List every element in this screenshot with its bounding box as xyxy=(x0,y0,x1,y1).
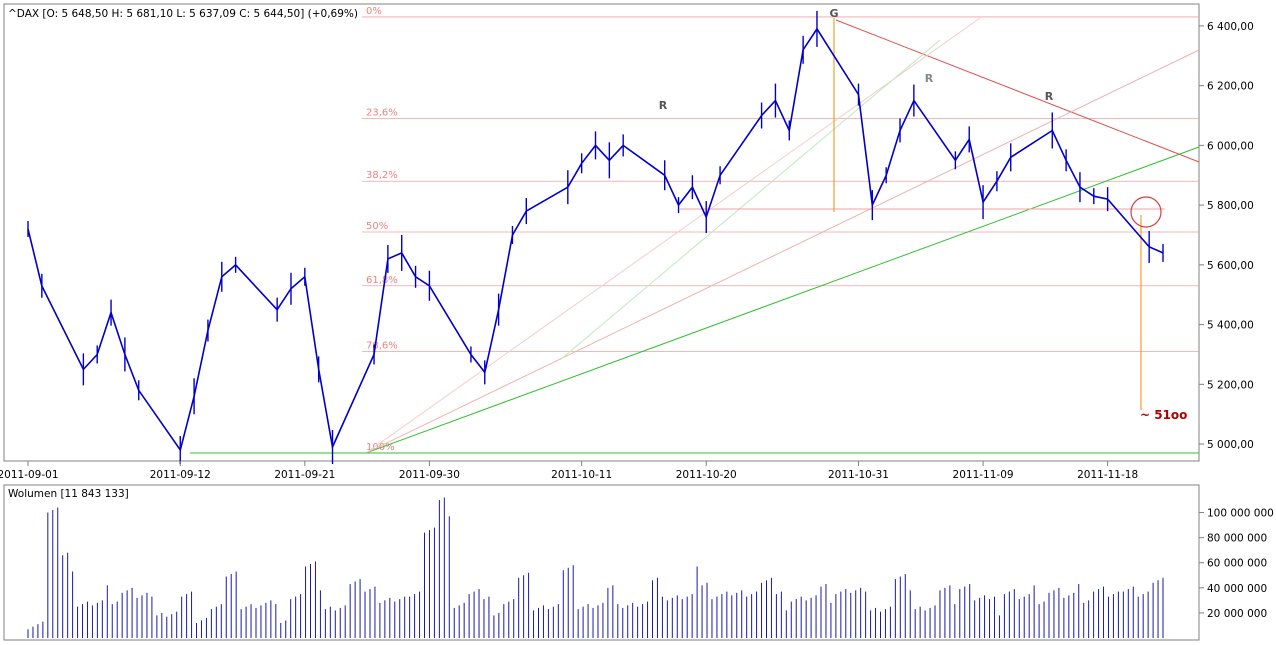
support-trendline xyxy=(365,146,1200,454)
support-fan-line-3 xyxy=(559,39,941,361)
peak-label-g: G xyxy=(829,7,838,20)
resistance-label-1: R xyxy=(659,99,668,112)
volume-axis: 20 000 000 40 000 000 60 000 000 80 000 000… xyxy=(1199,508,1274,620)
time-axis-label: 2011-09-21 xyxy=(274,469,335,481)
price-axis-label: 5 600,00 xyxy=(1207,260,1254,272)
resistance-trendline xyxy=(835,19,1200,163)
volume-series xyxy=(27,497,1164,638)
support-fan-line-2 xyxy=(365,17,981,454)
volume-axis-label: 100 000 000 xyxy=(1207,508,1274,520)
price-axis-label: 5 800,00 xyxy=(1207,200,1254,212)
volume-axis-label: 20 000 000 xyxy=(1207,608,1267,620)
time-axis-label: 2011-11-18 xyxy=(1077,469,1138,481)
price-axis-label: 5 200,00 xyxy=(1207,379,1254,391)
fib-level-label: 50% xyxy=(366,221,388,232)
support-fan-line-1 xyxy=(365,49,1200,454)
price-axis-label: 6 000,00 xyxy=(1207,140,1254,152)
fib-level-label: 78,6% xyxy=(366,340,398,351)
volume-axis-label: 60 000 000 xyxy=(1207,558,1267,570)
fib-level-label: 23,6% xyxy=(366,108,398,119)
time-axis-label: 2011-10-31 xyxy=(828,469,889,481)
price-axis-label: 6 200,00 xyxy=(1207,81,1254,93)
breakdown-circle xyxy=(1130,196,1162,228)
volume-legend: Wolumen [11 843 133] xyxy=(8,488,129,500)
time-axis-label: 2011-10-20 xyxy=(676,469,737,481)
price-legend: ^DAX [O: 5 648,50 H: 5 681,10 L: 5 637,0… xyxy=(8,8,358,20)
price-axis: 5 000,00 5 200,00 5 400,00 5 600,00 5 800,00… xyxy=(1199,21,1254,451)
target-label: ~ 51oo xyxy=(1140,408,1187,422)
price-axis-label: 5 000,00 xyxy=(1207,439,1254,451)
volume-axis-label: 80 000 000 xyxy=(1207,533,1267,545)
fib-level-label: 0% xyxy=(366,6,382,17)
resistance-label-2: R xyxy=(925,72,934,85)
time-axis-label: 2011-09-01 xyxy=(0,469,59,481)
price-panel xyxy=(3,3,1200,462)
price-axis-label: 6 400,00 xyxy=(1207,21,1254,33)
price-axis-label: 5 400,00 xyxy=(1207,320,1254,332)
time-axis-label: 2011-09-12 xyxy=(150,469,211,481)
time-axis-label: 2011-10-11 xyxy=(551,469,612,481)
trend-lines xyxy=(190,17,1200,454)
resistance-label-3: R xyxy=(1045,90,1054,103)
fib-level-label: 38,2% xyxy=(366,170,398,181)
price-series xyxy=(27,10,1164,465)
volume-axis-label: 40 000 000 xyxy=(1207,583,1267,595)
time-axis-label: 2011-11-09 xyxy=(953,469,1014,481)
fib-level-label: 61,8% xyxy=(366,275,398,286)
time-axis: 2011-09-01 2011-09-12 2011-09-21 2011-09-30… xyxy=(0,461,1138,481)
time-axis-label: 2011-09-30 xyxy=(399,469,460,481)
volume-panel xyxy=(3,484,1200,641)
